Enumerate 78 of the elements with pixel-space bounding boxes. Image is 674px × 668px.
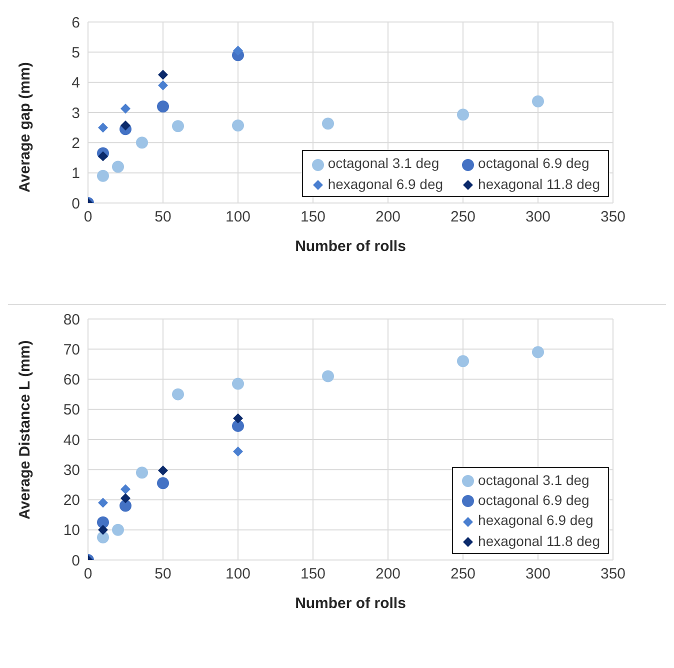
x-tick-label: 350 [600, 208, 626, 226]
x-tick-label: 350 [600, 566, 626, 583]
point [98, 498, 108, 508]
x-tick-label: 150 [300, 208, 326, 226]
y-tick-label: 20 [63, 492, 80, 510]
y-axis-title: Average Distance L (mm) [16, 340, 34, 520]
point [532, 346, 544, 358]
legend-label: octagonal 6.9 deg [477, 492, 590, 508]
y-tick-label: 60 [63, 372, 80, 389]
point [120, 484, 130, 494]
point [172, 388, 184, 400]
point [232, 378, 244, 390]
point [112, 160, 124, 173]
legend-label: octagonal 3.1 deg [477, 472, 590, 488]
y-tick-label: 0 [72, 552, 80, 570]
point [233, 446, 243, 457]
y-tick-label: 30 [63, 462, 80, 479]
x-tick-label: 250 [450, 566, 476, 583]
y-tick-label: 80 [63, 311, 80, 328]
point [157, 477, 169, 490]
y-tick-label: 10 [63, 522, 80, 540]
legend-label: hexagonal 11.8 deg [477, 176, 600, 192]
point [457, 108, 469, 121]
x-tick-label: 300 [525, 208, 551, 226]
y-tick-label: 2 [72, 134, 80, 152]
point [232, 420, 244, 432]
x-tick-label: 150 [300, 566, 326, 583]
legend-label: hexagonal 11.8 deg [477, 532, 600, 549]
y-tick-label: 0 [72, 195, 80, 212]
x-tick-label: 200 [375, 208, 401, 226]
point [98, 524, 108, 535]
point [158, 80, 168, 90]
x-axis-title: Number of rolls [295, 595, 406, 612]
y-tick-label: 40 [63, 432, 80, 449]
point [136, 466, 148, 479]
x-tick-label: 300 [525, 566, 551, 583]
y-tick-label: 3 [72, 104, 80, 122]
point [97, 170, 109, 182]
legend-label: octagonal 6.9 deg [477, 155, 590, 172]
point [233, 46, 243, 56]
point [97, 531, 109, 544]
x-tick-label: 50 [154, 566, 172, 583]
point [120, 500, 132, 512]
point [120, 493, 130, 504]
point [158, 466, 168, 476]
point [233, 413, 243, 424]
point [322, 118, 334, 130]
point [98, 151, 108, 162]
y-tick-label: 5 [72, 44, 80, 62]
point [98, 122, 108, 133]
point [457, 355, 469, 368]
y-tick-label: 4 [72, 74, 80, 92]
x-tick-label: 100 [225, 566, 251, 583]
x-tick-label: 0 [84, 566, 92, 583]
point [322, 370, 334, 382]
y-tick-label: 70 [63, 341, 80, 358]
point [112, 524, 124, 536]
y-tick-label: 1 [72, 165, 80, 182]
x-tick-label: 100 [225, 208, 251, 226]
y-tick-label: 6 [72, 14, 80, 32]
point [232, 119, 244, 132]
legend-label: octagonal 3.1 deg [326, 155, 440, 172]
point [120, 104, 130, 114]
point [172, 120, 184, 132]
y-axis-title: Average gap (mm) [16, 62, 34, 192]
y-tick-label: 50 [63, 402, 80, 419]
point [532, 95, 544, 108]
point [120, 120, 130, 130]
x-tick-label: 50 [154, 208, 172, 226]
legend-label: hexagonal 6.9 deg [326, 176, 444, 192]
x-axis-title: Number of rolls [295, 238, 406, 255]
legend-label: hexagonal 6.9 deg [477, 512, 594, 529]
x-tick-label: 250 [450, 208, 476, 226]
point [136, 136, 148, 149]
x-tick-label: 0 [84, 208, 92, 226]
point [157, 100, 169, 112]
point [158, 70, 168, 80]
x-tick-label: 200 [375, 566, 401, 583]
